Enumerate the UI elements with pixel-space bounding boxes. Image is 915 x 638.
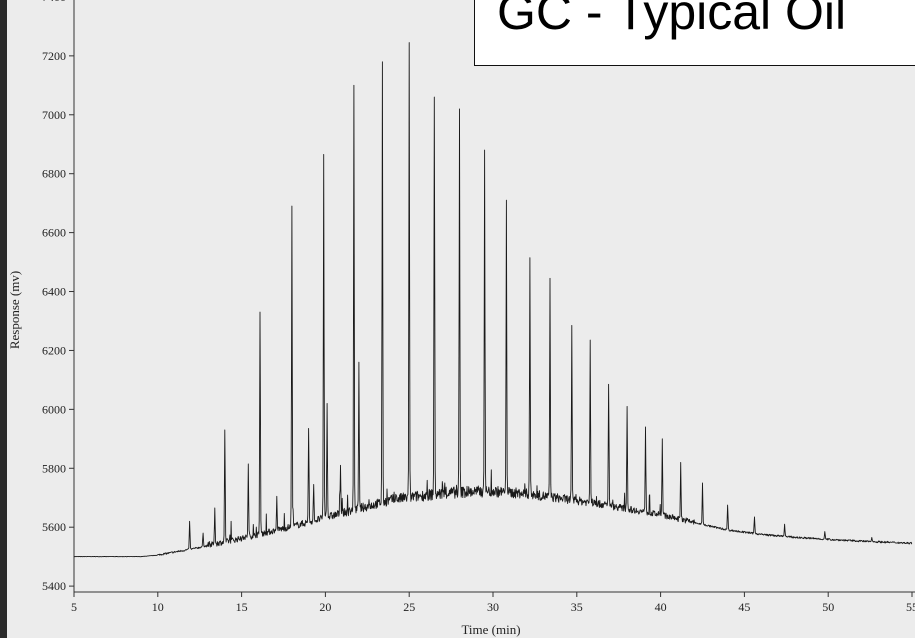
x-tick-label: 50 [822, 600, 834, 614]
y-tick-label: 5400 [42, 579, 66, 593]
chart-title-box: GC - Typical Oil [474, 0, 915, 66]
x-tick-label: 10 [152, 600, 164, 614]
x-axis-ticks: 5 10 15 20 25 30 35 40 45 50 55 [71, 592, 915, 614]
y-tick-label: 5600 [42, 520, 66, 534]
y-tick-label: 7000 [42, 108, 66, 122]
x-tick-label: 15 [236, 600, 248, 614]
y-tick-label: 6400 [42, 285, 66, 299]
left-edge-bar [0, 0, 7, 638]
x-tick-label: 35 [571, 600, 583, 614]
x-tick-label: 20 [319, 600, 331, 614]
y-tick-label: 7400 [42, 0, 66, 4]
x-tick-label: 55 [906, 600, 915, 614]
axes [73, 0, 915, 593]
x-tick-label: 45 [738, 600, 750, 614]
x-tick-label: 25 [403, 600, 415, 614]
x-tick-label: 30 [487, 600, 499, 614]
y-axis-label: Response (mv) [7, 271, 22, 349]
y-tick-label: 6600 [42, 226, 66, 240]
x-tick-label: 5 [71, 600, 77, 614]
x-tick-label: 40 [655, 600, 667, 614]
chart-title: GC - Typical Oil [497, 0, 847, 40]
chromatogram-trace [73, 42, 913, 558]
x-axis-label: Time (min) [461, 622, 520, 637]
y-tick-label: 6800 [42, 167, 66, 181]
y-tick-label: 6200 [42, 343, 66, 357]
y-tick-label: 5800 [42, 461, 66, 475]
y-tick-label: 6000 [42, 402, 66, 416]
y-tick-label: 7200 [42, 49, 66, 63]
y-axis-ticks: 5400 5600 5800 6000 6200 6400 6600 6800 7000 7200… [42, 0, 74, 593]
